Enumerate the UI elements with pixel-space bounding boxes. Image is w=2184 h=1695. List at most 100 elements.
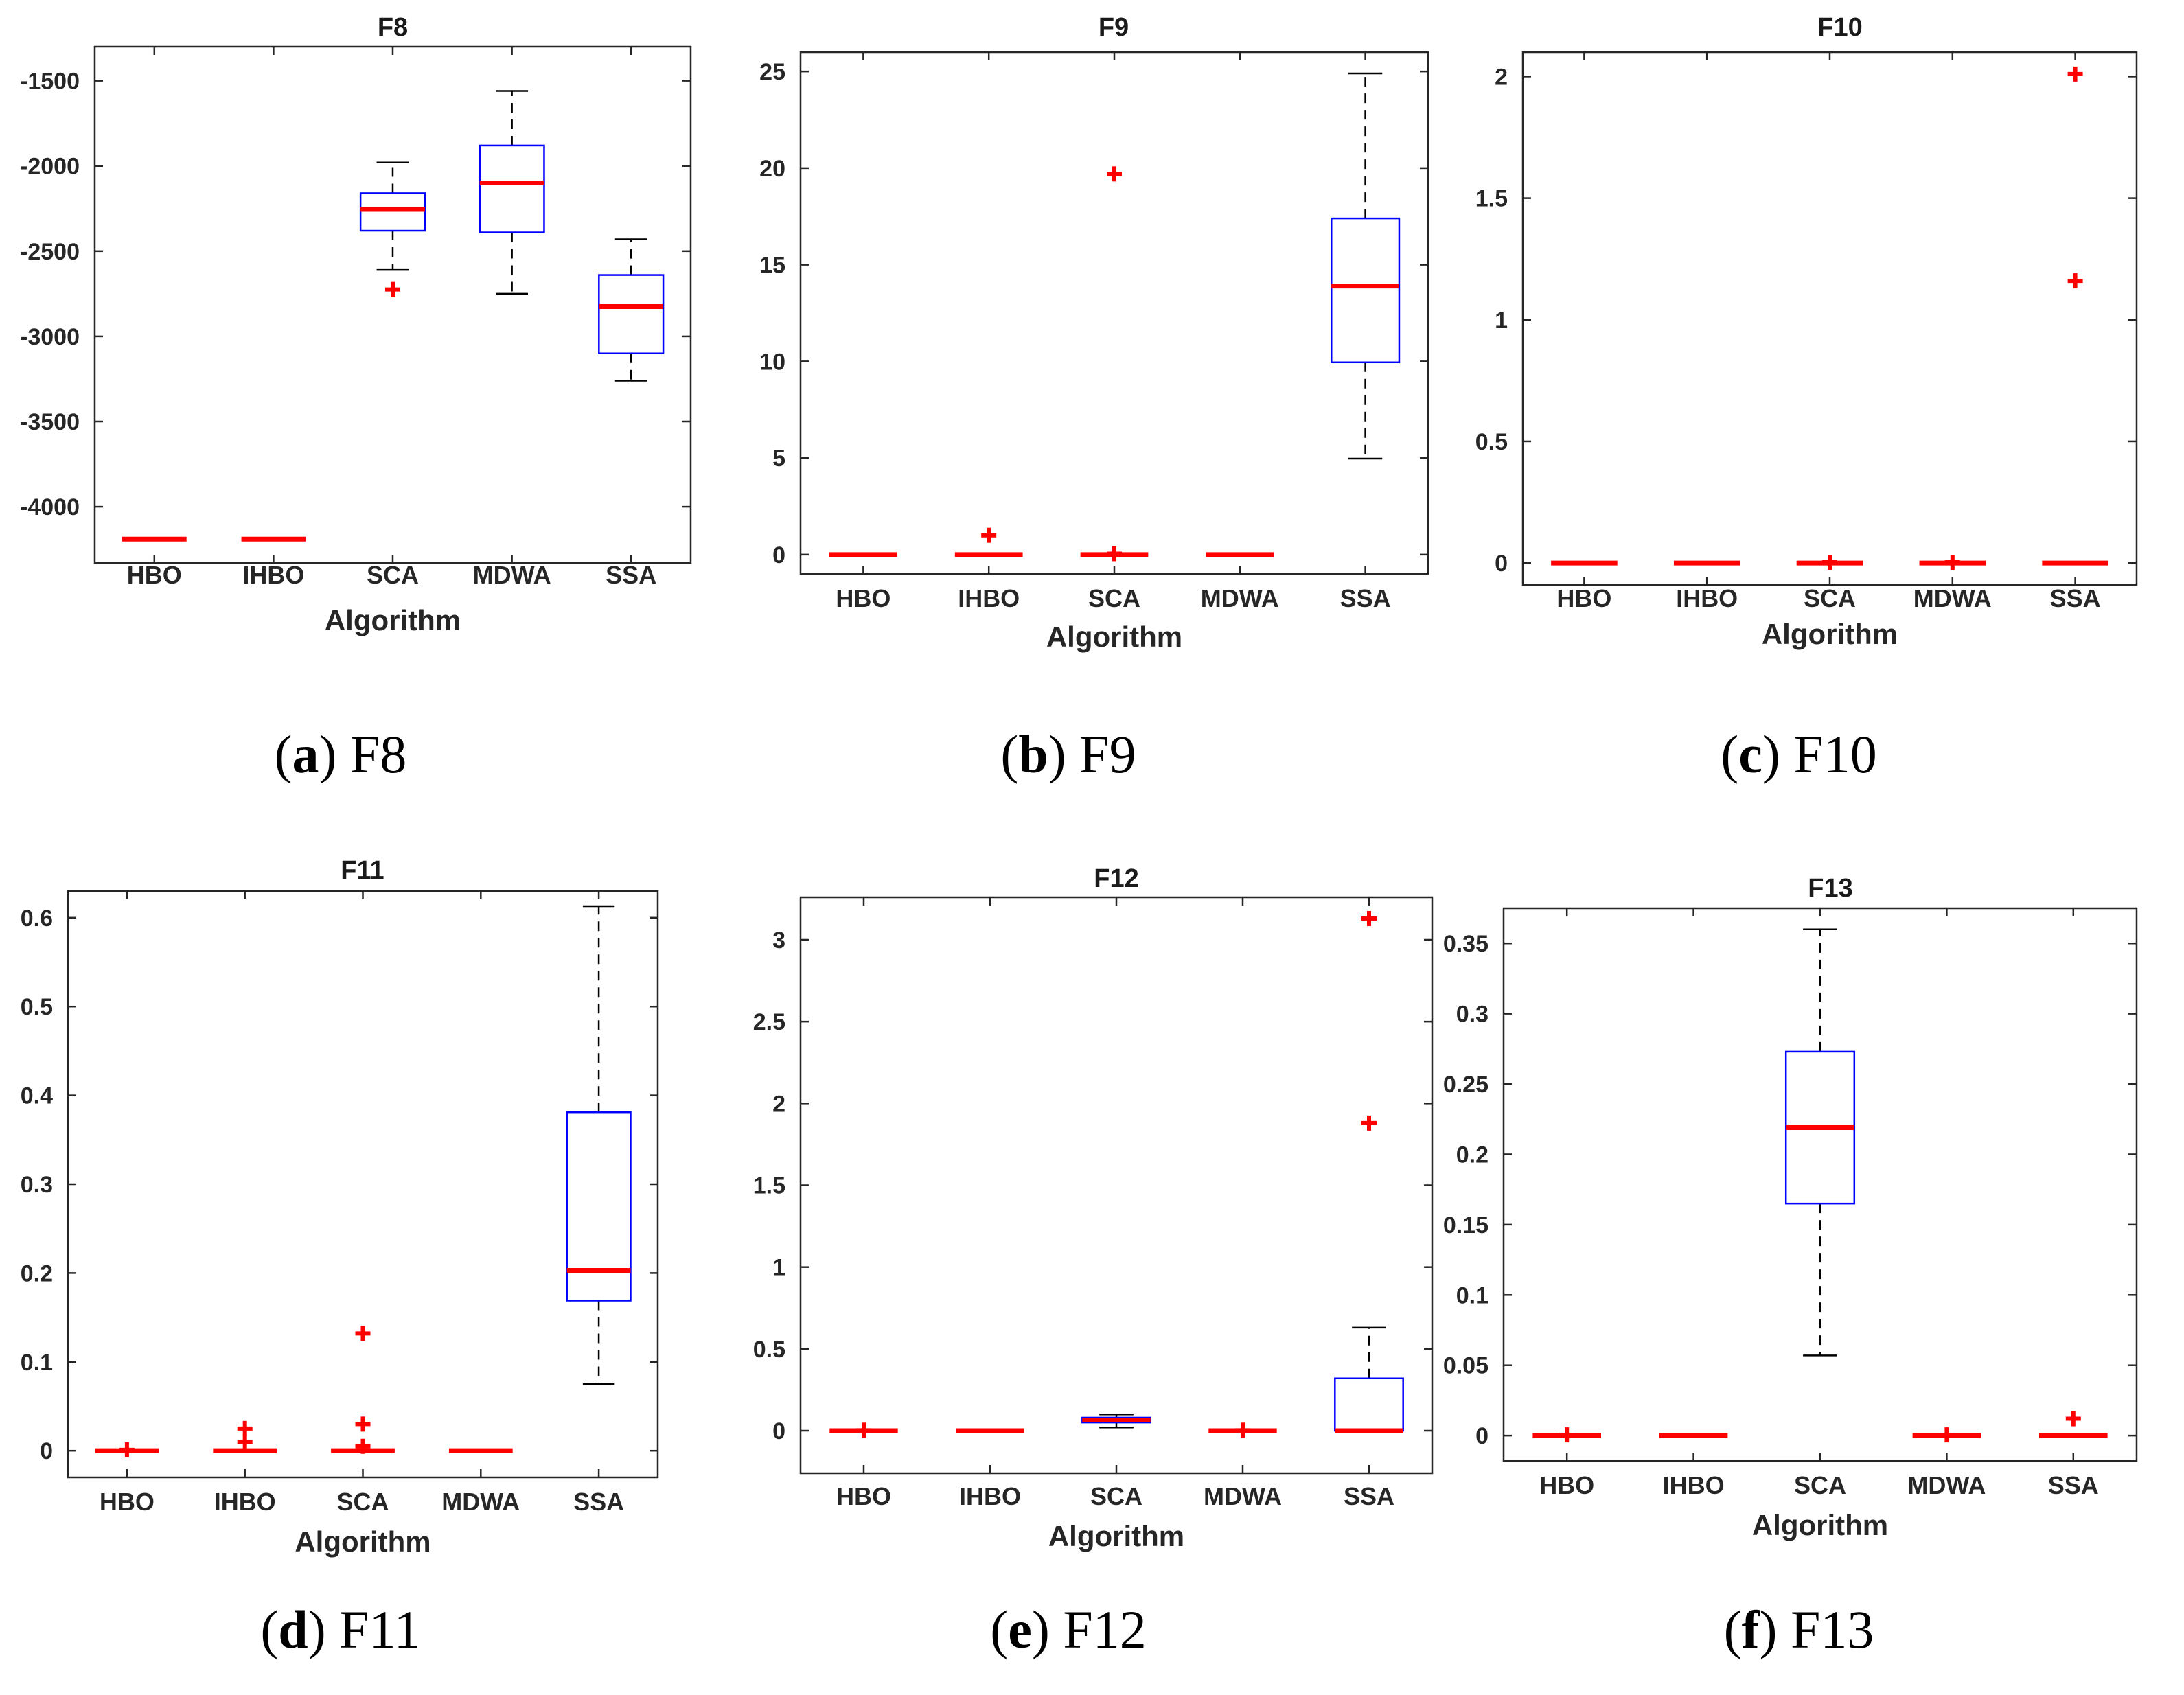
y-tick-label: 0.4 [21, 1083, 53, 1109]
y-tick-label: 0.15 [1443, 1212, 1488, 1238]
outlier-marker [1361, 910, 1377, 926]
x-tick-label: SCA [367, 561, 419, 589]
iqr-box [598, 274, 665, 354]
x-tick-label: SCA [1088, 584, 1140, 612]
subfigure-caption: (c) F10 [1721, 724, 1876, 784]
chart-title: F10 [1817, 13, 1862, 42]
y-tick-label: 1.5 [753, 1173, 785, 1199]
y-tick-label: -4000 [20, 494, 80, 520]
outlier-marker [355, 1438, 371, 1454]
y-tick-label: 1 [1495, 308, 1508, 334]
caption-letter: f [1742, 1600, 1760, 1659]
y-tick-label: -1500 [20, 69, 80, 95]
box-mdwa [1919, 555, 1986, 570]
outlier-marker [1107, 166, 1122, 182]
x-tick-label: SCA [1804, 584, 1856, 612]
outlier-marker [1944, 555, 1960, 570]
box-sca [1796, 555, 1863, 570]
plot-area-frame [67, 890, 659, 1479]
y-tick-label: 0 [772, 1418, 785, 1444]
x-tick-label: HBO [1556, 584, 1611, 612]
x-tick-label: SSA [1344, 1482, 1394, 1510]
outlier-marker [856, 1422, 871, 1438]
y-tick-label: -3000 [20, 324, 80, 350]
iqr-box [479, 144, 545, 233]
iqr-box [359, 192, 426, 232]
subfigure-caption: (a) F8 [275, 724, 407, 784]
y-tick-label: 5 [772, 446, 785, 472]
x-tick-label: MDWA [441, 1488, 520, 1516]
outlier-marker [1822, 555, 1837, 570]
box-hbo [95, 1442, 159, 1457]
y-tick-label: 10 [759, 349, 785, 375]
y-tick-label: 15 [759, 253, 785, 279]
caption-letter: d [278, 1600, 308, 1659]
plot-area-frame [799, 51, 1429, 575]
iqr-box [566, 1111, 632, 1302]
outlier-marker [237, 1420, 253, 1436]
chart-title: F8 [378, 13, 408, 42]
outlier-marker [355, 1326, 371, 1341]
outlier-marker [237, 1434, 253, 1450]
y-tick-label: 0.3 [1456, 1002, 1488, 1028]
x-axis-label: Algorithm [1046, 621, 1182, 653]
y-tick-label: -2500 [20, 239, 80, 265]
y-tick-label: 0.25 [1443, 1072, 1488, 1098]
outlier-marker [1361, 1115, 1377, 1131]
x-tick-label: MDWA [1201, 584, 1279, 612]
caption-letter: a [292, 724, 319, 784]
y-tick-label: -2000 [20, 154, 80, 180]
iqr-box [1334, 1377, 1404, 1432]
panel-e: F12 0 0.5 1 1.5 2 2.5 3 HBO IHBO SCA MDWA SSA Algorit… [753, 864, 1434, 1659]
box-ssa [1330, 72, 1401, 460]
y-tick-label: 3 [772, 927, 785, 954]
caption-text: F11 [339, 1600, 421, 1659]
y-tick-label: 1.5 [1475, 186, 1508, 212]
x-tick-label: SCA [336, 1488, 389, 1516]
x-tick-label: HBO [836, 1482, 891, 1510]
x-tick-label: SSA [1340, 584, 1391, 612]
box-ssa [598, 238, 665, 382]
box-mdwa [479, 90, 545, 295]
subfigure-caption: (f) F13 [1724, 1600, 1874, 1659]
y-tick-label: 0.35 [1443, 931, 1488, 957]
y-tick-label: 0 [772, 542, 785, 568]
x-tick-label: MDWA [1907, 1471, 1986, 1499]
y-tick-label: 0.2 [1456, 1142, 1488, 1168]
y-tick-label: 0.2 [21, 1260, 53, 1287]
y-tick-label: 0.05 [1443, 1353, 1488, 1379]
chart-title: F13 [1808, 874, 1852, 903]
outlier-marker [1235, 1422, 1250, 1438]
subfigure-caption: (e) F12 [990, 1600, 1146, 1659]
panel-c: F10 0 0.5 1 1.5 2 HBO IHBO SCA MDWA SSA Algorithm (c… [1475, 13, 2138, 784]
y-tick-label: 2 [772, 1091, 785, 1117]
x-tick-label: IHBO [214, 1488, 276, 1516]
x-tick-label: SSA [606, 561, 656, 589]
y-tick-label: 0 [40, 1438, 53, 1464]
y-tick-label: 2.5 [753, 1009, 785, 1035]
outlier-marker [2065, 1411, 2081, 1427]
box-hbo [1532, 1427, 1601, 1443]
panel-f: F13 0 0.05 0.1 0.15 0.2 0.25 0.3 0.35 HBO IHBO SCA M… [1443, 874, 2138, 1659]
box-sca [331, 1326, 395, 1454]
box-mdwa [1208, 1422, 1277, 1438]
box-sca [359, 161, 426, 297]
caption-letter: b [1018, 724, 1048, 784]
y-tick-label: 2 [1495, 64, 1508, 90]
y-tick-label: 0.1 [1456, 1282, 1488, 1308]
y-tick-label: 1 [772, 1255, 785, 1281]
y-tick-label: 0.5 [753, 1337, 785, 1363]
caption-text: F12 [1063, 1600, 1146, 1659]
box-ssa [2042, 66, 2108, 566]
caption-text: F10 [1793, 724, 1876, 784]
caption-text: F13 [1791, 1600, 1874, 1659]
y-tick-label: 0.6 [21, 906, 53, 932]
caption-letter: e [1008, 1600, 1032, 1659]
chart-title: F9 [1099, 13, 1129, 42]
x-tick-label: HBO [836, 584, 890, 612]
y-tick-label: 20 [759, 156, 785, 182]
y-tick-label: 25 [759, 59, 785, 85]
x-tick-label: SCA [1090, 1482, 1142, 1510]
y-tick-label: 0 [1475, 1423, 1488, 1449]
